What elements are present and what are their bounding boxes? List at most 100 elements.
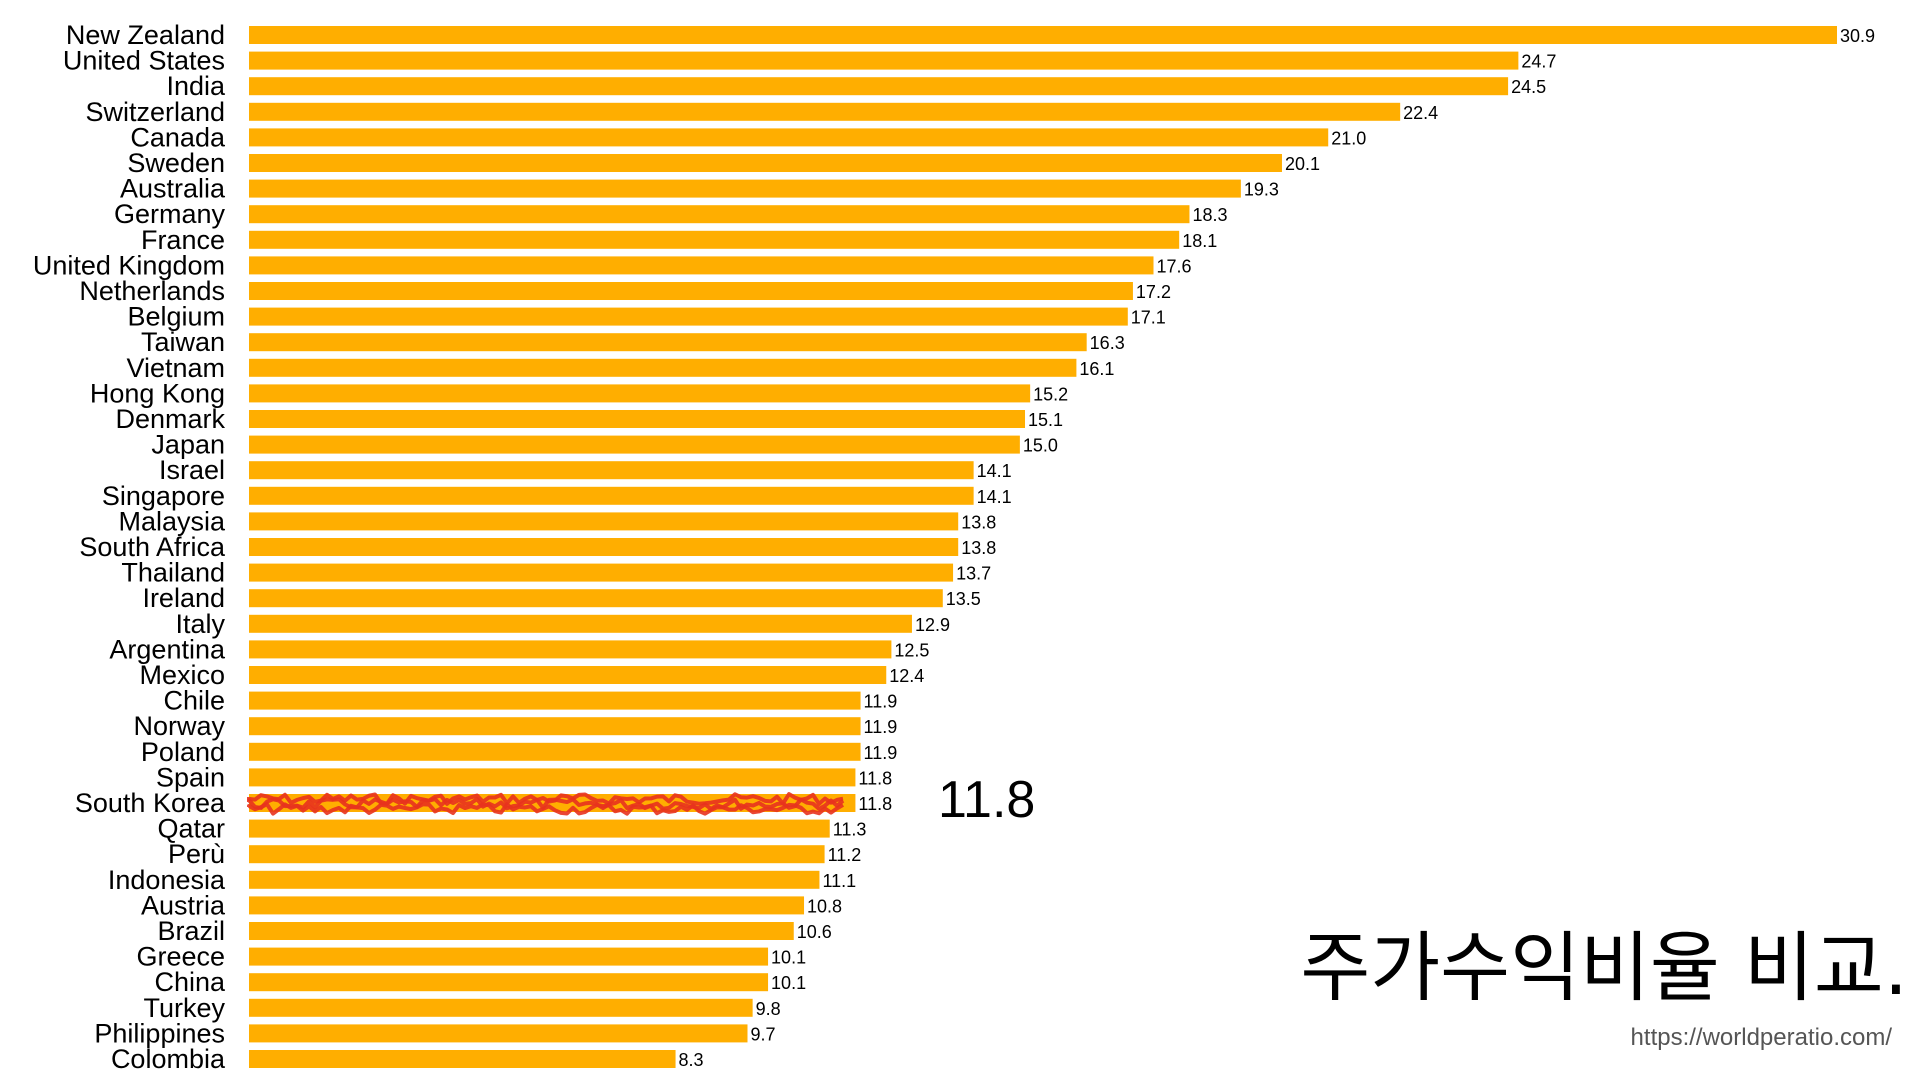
bar xyxy=(249,589,943,608)
category-label: Malaysia xyxy=(118,506,226,536)
bar xyxy=(249,384,1031,403)
category-label: Australia xyxy=(120,174,226,204)
category-label: Germany xyxy=(114,199,226,229)
value-label: 22.4 xyxy=(1403,103,1438,123)
value-label: 12.9 xyxy=(915,615,950,635)
bar xyxy=(249,77,1509,96)
category-label: France xyxy=(141,225,225,255)
value-label: 10.1 xyxy=(771,973,806,993)
value-label: 11.9 xyxy=(864,692,898,712)
value-label: 24.5 xyxy=(1511,77,1546,97)
value-label: 9.7 xyxy=(750,1024,775,1044)
category-label: Turkey xyxy=(143,993,225,1023)
category-label: Singapore xyxy=(102,481,225,511)
value-label: 11.9 xyxy=(864,717,898,737)
value-label: 21.0 xyxy=(1331,128,1366,148)
chart-title: 주가수익비율 비교. xyxy=(1300,923,1908,1012)
bar xyxy=(249,870,820,889)
category-label: Canada xyxy=(130,122,226,152)
highlight-scribble xyxy=(247,792,845,816)
value-label: 17.2 xyxy=(1136,282,1171,302)
bar xyxy=(249,563,954,582)
value-label: 11.1 xyxy=(822,871,856,891)
category-label: Switzerland xyxy=(85,97,225,127)
category-label: Chile xyxy=(163,686,225,716)
bar xyxy=(249,512,959,531)
category-label: Brazil xyxy=(157,916,225,946)
bar xyxy=(249,691,861,710)
bar xyxy=(249,333,1087,352)
bar xyxy=(249,435,1020,454)
value-label: 17.6 xyxy=(1156,256,1191,276)
category-label: Poland xyxy=(141,737,225,767)
category-label: India xyxy=(166,71,226,101)
bar xyxy=(249,282,1133,300)
value-label: 13.5 xyxy=(946,589,981,609)
value-label: 13.8 xyxy=(961,512,996,532)
category-label: Israel xyxy=(159,455,225,485)
bar xyxy=(249,768,856,787)
category-label: Vietnam xyxy=(126,353,225,383)
category-label: Belgium xyxy=(127,302,225,332)
bar xyxy=(249,128,1329,147)
bar xyxy=(249,742,861,761)
value-label: 8.3 xyxy=(679,1050,704,1070)
bar xyxy=(249,538,959,556)
bar xyxy=(249,1050,676,1068)
category-label: South Africa xyxy=(79,532,226,562)
value-label: 14.1 xyxy=(977,487,1012,507)
value-label: 16.1 xyxy=(1079,359,1114,379)
value-label: 10.8 xyxy=(807,896,842,916)
value-label: 13.7 xyxy=(956,564,991,584)
bar xyxy=(249,486,974,505)
value-label: 9.8 xyxy=(756,999,781,1019)
value-label: 10.1 xyxy=(771,948,806,968)
bar xyxy=(249,102,1401,121)
highlight-scribble-stroke xyxy=(247,802,845,816)
bar xyxy=(249,1024,748,1043)
value-label: 24.7 xyxy=(1521,52,1556,72)
value-label: 12.5 xyxy=(894,640,929,660)
bar xyxy=(249,896,805,915)
category-label: Ireland xyxy=(142,583,225,613)
value-label: 11.8 xyxy=(858,794,892,814)
category-label: Thailand xyxy=(121,558,225,588)
category-label: Japan xyxy=(151,430,225,460)
highlight-scribble-stroke xyxy=(247,792,844,806)
bar xyxy=(249,845,825,864)
bar xyxy=(249,998,753,1017)
category-label: Colombia xyxy=(111,1044,226,1074)
category-label: Greece xyxy=(136,942,225,972)
value-label: 20.1 xyxy=(1285,154,1320,174)
category-label: Argentina xyxy=(109,634,226,664)
category-label: Sweden xyxy=(127,148,225,178)
category-label: Philippines xyxy=(94,1018,225,1048)
value-label: 11.3 xyxy=(833,820,867,840)
value-label: 15.0 xyxy=(1023,436,1058,456)
category-label: Italy xyxy=(175,609,225,639)
bar xyxy=(249,461,974,480)
category-label: New Zealand xyxy=(66,20,225,50)
value-label: 15.1 xyxy=(1028,410,1063,430)
category-label: Netherlands xyxy=(79,276,225,306)
value-label: 17.1 xyxy=(1131,308,1166,328)
bar xyxy=(249,26,1837,44)
category-label: United Kingdom xyxy=(33,250,225,280)
category-label: United States xyxy=(63,46,225,76)
source-url-link[interactable]: https://worldperatio.com/ xyxy=(1630,1024,1892,1051)
bar xyxy=(249,256,1154,275)
category-label: South Korea xyxy=(75,788,226,818)
category-label: Spain xyxy=(156,762,225,792)
bar xyxy=(249,179,1241,198)
bar xyxy=(249,922,794,940)
bar xyxy=(249,410,1026,428)
bar xyxy=(249,614,912,633)
category-label: Perù xyxy=(168,839,225,869)
bar xyxy=(249,947,769,966)
bar xyxy=(249,717,861,736)
category-label: Taiwan xyxy=(141,327,225,357)
category-label: Mexico xyxy=(139,660,225,690)
bar xyxy=(249,973,769,992)
